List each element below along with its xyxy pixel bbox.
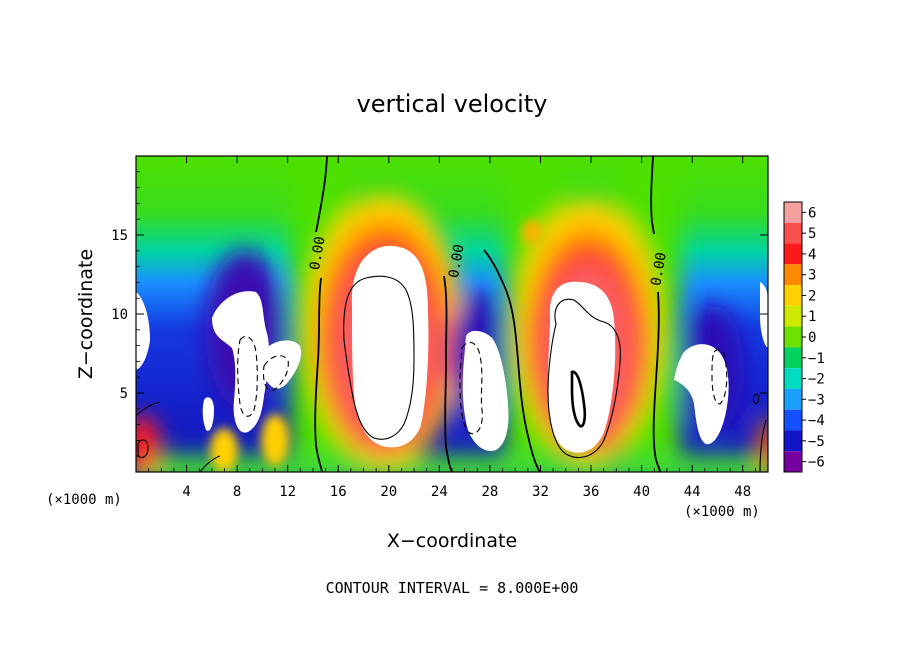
- x-tick-label: 8: [233, 484, 241, 500]
- contour-label: 0.00: [446, 243, 468, 279]
- colorbar-label: 3: [808, 268, 816, 284]
- white-patch-7: [136, 292, 150, 370]
- x-axis-title: X−coordinate: [387, 530, 517, 552]
- colorbar-label: −1: [808, 351, 825, 367]
- colorbar-label: 6: [808, 205, 816, 221]
- white-patch-3: [462, 330, 509, 452]
- colorbar-swatch: [784, 305, 802, 327]
- x-tick-label: 4: [182, 484, 190, 500]
- colorbar-swatch: [784, 326, 802, 348]
- chart-title: vertical velocity: [357, 90, 548, 118]
- zero-contour-left: [314, 156, 328, 472]
- heatmap-field: [136, 156, 768, 472]
- colorbar-label: −4: [808, 413, 825, 429]
- x-tick-label: 24: [431, 484, 448, 500]
- colorbar-swatch: [784, 222, 802, 244]
- x-axis: 4 8 12 16 20 24 28 32 36 40 44 48: [148, 156, 756, 500]
- zero-contour-mid: [443, 249, 541, 472]
- colorbar-swatch: [784, 264, 802, 286]
- colorbar-swatch: [784, 285, 802, 306]
- colorbar-swatch: [784, 368, 802, 389]
- y-tick-label: 10: [111, 307, 128, 323]
- colorbar-label: 0: [808, 330, 816, 346]
- colorbar-label: 1: [808, 309, 816, 325]
- x-tick-label: 12: [279, 484, 296, 500]
- contour-label: 0.00: [648, 251, 670, 287]
- white-patch-8: [674, 344, 729, 445]
- contour-core-2: [547, 298, 621, 458]
- y-axis-title: Z−coordinate: [75, 249, 97, 379]
- colorbar: 6 5 4 3 2 1 0 −1 −2 −3 −4 −5 −6: [783, 201, 825, 473]
- x-tick-label: 32: [532, 484, 549, 500]
- white-core-2: [548, 281, 616, 453]
- x-tick-label: 36: [583, 484, 600, 500]
- left-corner-updraft: [136, 415, 160, 472]
- lower-contour-right: [752, 393, 767, 472]
- white-core-1: [351, 245, 429, 448]
- contour-lines: [136, 156, 767, 472]
- white-patch-9: [760, 282, 768, 348]
- colorbar-label: 2: [808, 288, 816, 304]
- colorbar-label: 4: [808, 247, 816, 263]
- dashed-contour-4: [711, 349, 728, 405]
- yellow-patch-2: [261, 414, 289, 466]
- contour-core-2-inner: [570, 370, 587, 428]
- contour-core-1: [343, 275, 415, 440]
- x-tick-label: 20: [380, 484, 397, 500]
- yellow-patch-3: [522, 220, 542, 244]
- colorbar-label: −5: [808, 434, 825, 450]
- colorbar-label: −3: [808, 392, 825, 408]
- dashed-contour-3: [459, 341, 483, 435]
- colorbar-swatch: [784, 451, 802, 472]
- dashed-contour-2: [262, 355, 289, 391]
- x-tick-label: 40: [633, 484, 650, 500]
- green-strip-bottom: [136, 455, 768, 472]
- y-tick-label: 15: [111, 228, 128, 244]
- small-contour-left: [137, 439, 149, 459]
- colorbar-swatch: [784, 347, 802, 369]
- yellow-patch-1: [210, 428, 238, 472]
- colorbar-label: −2: [808, 372, 825, 388]
- colorbar-swatch: [784, 202, 802, 223]
- colorbar-swatch: [784, 409, 802, 431]
- contour-interval-note: CONTOUR INTERVAL = 8.000E+00: [326, 579, 579, 597]
- colorbar-swatch: [784, 430, 802, 452]
- x-tick-label: 28: [481, 484, 498, 500]
- white-patch-4: [212, 291, 270, 433]
- colorbar-swatch: [784, 243, 802, 265]
- colorbar-label: −6: [808, 455, 825, 471]
- dashed-contour-1: [237, 335, 258, 417]
- y-axis: 5 10 15: [111, 171, 768, 457]
- colorbar-swatch: [784, 388, 802, 410]
- x-tick-label: 48: [734, 484, 751, 500]
- x-tick-label: 44: [684, 484, 701, 500]
- x-tick-label: 16: [330, 484, 347, 500]
- contour-labels: 0.00 0.00 0.00: [307, 235, 670, 287]
- contour-label: 0.00: [307, 235, 329, 271]
- white-patch-5: [261, 340, 302, 389]
- lower-contour-left: [136, 401, 221, 472]
- x-unit-right: (×1000 m): [684, 504, 760, 520]
- colorbar-label: 5: [808, 226, 816, 242]
- white-patch-6: [202, 397, 214, 431]
- zero-contour-right: [650, 156, 661, 472]
- x-unit-left: (×1000 m): [46, 492, 122, 508]
- y-tick-label: 5: [120, 386, 128, 402]
